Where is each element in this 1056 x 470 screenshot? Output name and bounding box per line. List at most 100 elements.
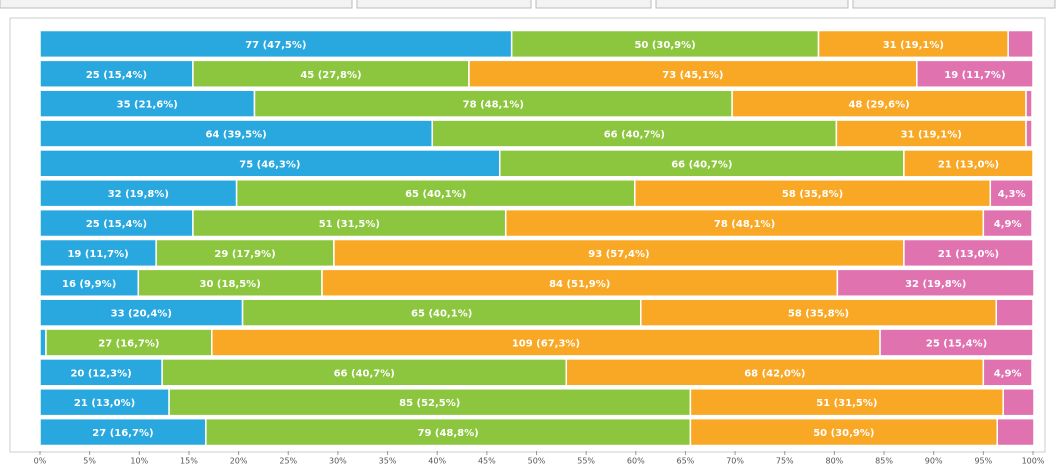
data-label: 51 (31,5%) [319,219,380,230]
bar-segment [39,417,207,447]
data-label: 84 (51,9%) [549,279,610,290]
data-label: 19 (11,7%) [944,70,1005,81]
toolbar-box [655,0,849,9]
data-label: 4,3% [998,189,1026,200]
bar-segment [1002,388,1035,417]
bar-segment [982,208,1033,238]
data-label: 4,9% [994,219,1022,230]
x-tick-label: 70% [726,457,744,466]
bar-segment [989,179,1034,208]
data-label: 4,9% [994,368,1022,379]
data-label: 35 (21,6%) [117,100,178,111]
bar-segment [565,358,985,387]
data-label: 19 (11,7%) [67,249,128,260]
x-tick-label: 30% [329,457,347,466]
x-tick-label: 65% [677,457,695,466]
x-tick-label: 35% [379,457,397,466]
data-label: 64 (39,5%) [206,130,267,141]
bar-segment [903,238,1034,268]
bar-segment [510,29,820,59]
bar-segment [499,149,905,178]
bar-segment [903,149,1034,178]
x-tick-label: 55% [577,457,595,466]
bar-segment [817,29,1009,59]
x-tick-label: 80% [826,457,844,466]
data-label: 27 (16,7%) [98,339,159,350]
x-tick-label: 100% [1022,457,1045,466]
bar-segment [192,59,470,88]
data-label: 31 (19,1%) [883,40,944,51]
data-label: 16 (9,9%) [62,279,116,290]
bar-segment [39,358,163,387]
data-label: 85 (52,5%) [399,398,460,409]
bar-segment [689,388,1004,417]
bar-segment [39,388,170,417]
data-label: 75 (46,3%) [239,159,300,170]
bar-segment [39,149,501,178]
data-label: 66 (40,7%) [334,368,395,379]
bar-segment [321,268,839,297]
x-tick-label: 75% [776,457,794,466]
x-tick-label: 85% [875,457,893,466]
bar-segment [982,358,1033,387]
data-label: 50 (30,9%) [813,428,874,439]
bar-segment [39,298,244,327]
plot-frame [9,17,1046,453]
data-label: 73 (45,1%) [662,70,723,81]
bar-segment [253,89,733,118]
bar-segment [879,328,1034,357]
data-label: 21 (13,0%) [74,398,135,409]
data-label: 79 (48,8%) [418,428,479,439]
data-label: 65 (40,1%) [405,189,466,200]
bar-segment [995,298,1034,327]
toolbar-box [356,0,532,9]
data-label: 66 (40,7%) [604,130,665,141]
data-label: 21 (13,0%) [938,159,999,170]
bar-segment [39,208,194,238]
data-label: 68 (42,0%) [744,368,805,379]
bar-segment [836,268,1035,297]
x-tick-label: 95% [974,457,992,466]
bar-segment [205,417,692,447]
x-tick-label: 15% [180,457,198,466]
bar-segment [640,298,998,327]
x-tick-label: 25% [279,457,297,466]
data-label: 20 (12,3%) [70,368,131,379]
data-label: 58 (35,8%) [788,309,849,320]
data-label: 109 (67,3%) [512,339,580,350]
data-label: 25 (15,4%) [926,339,987,350]
bar-segment [39,119,433,148]
data-label: 27 (16,7%) [92,428,153,439]
bar-segment [916,59,1034,88]
data-label: 45 (27,8%) [300,70,361,81]
x-tick-label: 90% [925,457,943,466]
bar-segment [168,388,692,417]
data-label: 78 (48,1%) [714,219,775,230]
bar-segment [155,238,335,268]
data-label: 21 (13,0%) [938,249,999,260]
data-label: 93 (57,4%) [588,249,649,260]
bar-segment [996,417,1035,447]
data-label: 78 (48,1%) [463,100,524,111]
data-label: 65 (40,1%) [411,309,472,320]
bar-segment [39,328,47,357]
toolbar-box [535,0,652,9]
bar-segment [211,328,881,357]
bar-segment [235,179,636,208]
bar-segment [39,89,256,118]
toolbar-box [0,0,353,9]
data-label: 51 (31,5%) [816,398,877,409]
bar-segment [431,119,838,148]
data-label: 48 (29,6%) [848,100,909,111]
bar-segment [1025,89,1033,118]
top-toolbar [0,0,1056,9]
bar-segment [39,59,194,88]
x-tick-label: 45% [478,457,496,466]
bar-segment [39,268,140,297]
data-label: 66 (40,7%) [671,159,732,170]
data-label: 58 (35,8%) [782,189,843,200]
x-tick-label: 10% [130,457,148,466]
data-label: 31 (19,1%) [901,130,962,141]
data-label: 33 (20,4%) [111,309,172,320]
